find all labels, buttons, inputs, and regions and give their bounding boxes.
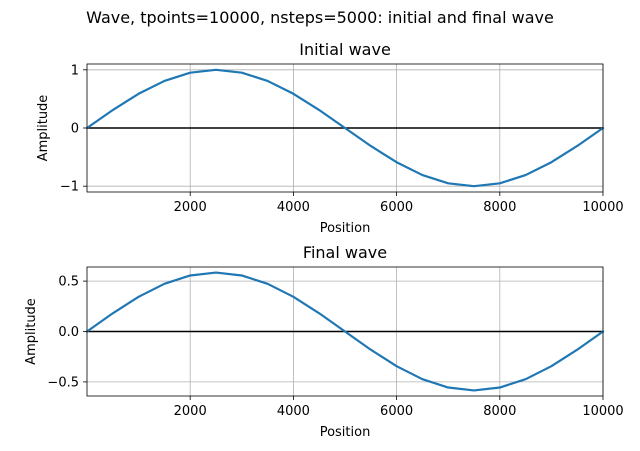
x-tick-label: 4000: [277, 404, 310, 419]
x-tick-label: 6000: [380, 404, 413, 419]
y-axis-label: Amplitude: [36, 95, 51, 162]
x-tick-label: 6000: [380, 200, 413, 215]
panel-title: Final wave: [303, 243, 387, 262]
y-tick-label: 1: [71, 63, 79, 78]
y-tick-label: −1: [60, 180, 79, 195]
wave-line: [85, 68, 605, 188]
panels: Initial wave 2000 4000 6000 8000 10000 −1 0 1 Pos…: [24, 40, 624, 440]
y-tick-label: 0: [71, 122, 79, 137]
x-tick-label: 4000: [277, 200, 310, 215]
y-tick-label: 0.0: [58, 325, 79, 340]
panel-title: Initial wave: [299, 40, 391, 59]
figure-suptitle: Wave, tpoints=10000, nsteps=5000: initia…: [86, 8, 554, 27]
x-tick-label: 10000: [582, 200, 623, 215]
x-tick-label: 2000: [174, 404, 207, 419]
y-axis-label: Amplitude: [24, 298, 39, 365]
panel-1: Initial wave 2000 4000 6000 8000 10000 −1 0 1 Pos…: [36, 40, 624, 236]
y-tick-label: 0.5: [58, 275, 79, 290]
x-tick-label: 10000: [582, 404, 623, 419]
panel-2: Final wave 2000 4000 6000 8000 10000 −0.5 0.0 0.…: [24, 243, 624, 440]
x-tick-label: 8000: [483, 200, 516, 215]
x-tick-label: 2000: [174, 200, 207, 215]
x-tick-label: 8000: [483, 404, 516, 419]
x-axis-label: Position: [320, 425, 371, 440]
y-tick-label: −0.5: [47, 375, 79, 390]
wave-line: [85, 271, 605, 392]
x-axis-label: Position: [320, 221, 371, 236]
